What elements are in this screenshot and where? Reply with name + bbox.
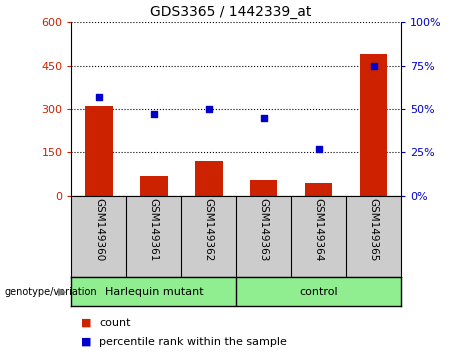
Text: GSM149364: GSM149364 <box>313 198 324 262</box>
Text: ■: ■ <box>81 318 91 328</box>
Point <box>95 94 103 100</box>
Text: percentile rank within the sample: percentile rank within the sample <box>99 337 287 347</box>
Point <box>150 112 158 117</box>
Text: GSM149365: GSM149365 <box>369 198 378 262</box>
Text: GSM149361: GSM149361 <box>149 198 159 262</box>
Point <box>315 146 322 152</box>
Bar <box>140 176 168 196</box>
Text: GSM149362: GSM149362 <box>204 198 214 262</box>
Point <box>370 63 377 68</box>
Text: GSM149363: GSM149363 <box>259 198 269 262</box>
Bar <box>195 161 223 196</box>
Text: count: count <box>99 318 130 328</box>
Text: ■: ■ <box>81 337 91 347</box>
Text: control: control <box>299 287 338 297</box>
Bar <box>85 106 112 196</box>
Text: ▶: ▶ <box>59 287 67 297</box>
Text: Harlequin mutant: Harlequin mutant <box>105 287 203 297</box>
Point <box>205 106 213 112</box>
Bar <box>305 183 332 196</box>
Text: GSM149360: GSM149360 <box>94 198 104 262</box>
Bar <box>360 54 387 196</box>
Bar <box>250 180 278 196</box>
Text: genotype/variation: genotype/variation <box>5 287 97 297</box>
Text: GDS3365 / 1442339_at: GDS3365 / 1442339_at <box>150 5 311 19</box>
Point <box>260 115 267 120</box>
